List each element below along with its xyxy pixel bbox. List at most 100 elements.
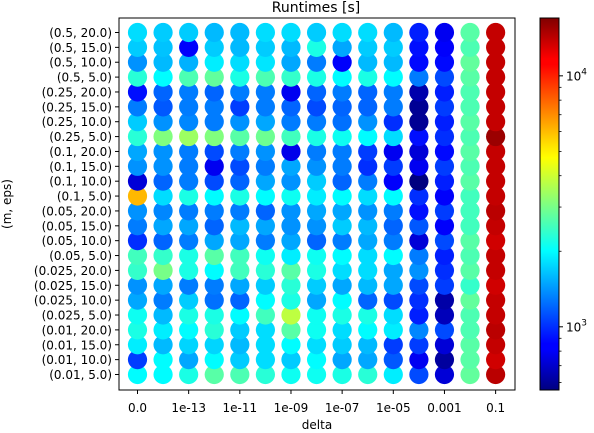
scatter-point [230,22,250,43]
scatter-point [383,186,403,206]
scatter-point [204,82,224,102]
scatter-point [281,141,301,162]
scatter-point [127,201,148,221]
scatter-point [255,364,275,385]
scatter-point [179,216,199,236]
scatter-point [383,335,403,355]
scatter-point [204,305,224,325]
scatter-point [434,305,455,325]
scatter-point [179,126,199,147]
scatter-point [358,364,378,385]
scatter-point [460,67,480,87]
scatter-point [179,186,199,206]
scatter-point [358,171,378,191]
scatter-point [127,22,148,43]
scatter-point [255,112,275,132]
scatter-point [332,126,352,147]
y-tick-label: (0.5, 5.0) [57,71,112,85]
scatter-point [204,171,224,191]
scatter-point [460,171,480,191]
scatter-point [179,97,199,117]
scatter-point [358,112,378,132]
scatter-point [204,22,224,43]
scatter-point [230,141,250,162]
scatter-point [434,260,455,281]
scatter-point [230,97,250,117]
scatter-point [332,171,352,191]
scatter-point [358,67,378,87]
scatter-point [153,364,173,385]
scatter-point [409,112,429,132]
y-tick-label: (0.1, 10.0) [49,175,112,189]
scatter-point [383,112,403,132]
scatter-point [127,37,148,57]
scatter-point [281,335,301,355]
scatter-point [204,156,224,176]
scatter-point [255,275,275,295]
scatter-point [434,216,455,236]
scatter-point [281,37,301,57]
scatter-point [306,186,327,206]
scatter-point [255,156,275,176]
scatter-point [255,201,275,221]
scatter-point [230,82,250,102]
scatter-point [409,22,429,43]
scatter-point [409,171,429,191]
scatter-point [486,141,506,162]
scatter-point [434,290,455,310]
scatter-point [332,37,352,57]
scatter-point [434,97,455,117]
scatter-point [204,112,224,132]
scatter-point [486,112,506,132]
scatter-point [230,231,250,251]
scatter-point [358,126,378,147]
scatter-point [434,22,455,43]
scatter-point [153,201,173,221]
colorbar-ticks: 103 104 [559,67,587,383]
scatter-point [230,112,250,132]
scatter-point [332,320,352,340]
scatter-point [230,171,250,191]
scatter-point [204,260,224,281]
scatter-point [127,186,148,206]
y-axis: (0.01, 5.0)(0.01, 10.0)(0.01, 15.0)(0.01… [34,26,119,382]
scatter-point [383,156,403,176]
scatter-point [409,305,429,325]
scatter-point [255,335,275,355]
x-tick-label: 1e-13 [171,401,206,415]
scatter-point [153,126,173,147]
scatter-point [434,156,455,176]
scatter-point [281,305,301,325]
scatter-point [153,186,173,206]
scatter-point [434,112,455,132]
y-tick-label: (0.1, 15.0) [49,160,112,174]
scatter-point [460,245,480,266]
scatter-point [460,52,480,72]
y-tick-label: (0.5, 10.0) [49,56,112,70]
x-tick-label: 1e-11 [223,401,258,415]
scatter-point [434,37,455,57]
scatter-point [127,231,148,251]
scatter-point [332,275,352,295]
scatter-point [409,67,429,87]
scatter-point [204,364,224,385]
scatter-point [306,22,327,43]
scatter-point [127,112,148,132]
scatter-point [281,156,301,176]
scatter-point [153,305,173,325]
scatter-point [460,364,480,385]
scatter-point [230,37,250,57]
scatter-point [409,97,429,117]
scatter-point [281,186,301,206]
scatter-point [204,320,224,340]
scatter-point [281,126,301,147]
scatter-point [179,67,199,87]
scatter-point [281,82,301,102]
scatter-point [409,82,429,102]
x-tick-label: 0.1 [486,401,505,415]
scatter-point [153,320,173,340]
scatter-point [306,364,327,385]
scatter-point [409,320,429,340]
scatter-point [127,305,148,325]
scatter-point [358,37,378,57]
